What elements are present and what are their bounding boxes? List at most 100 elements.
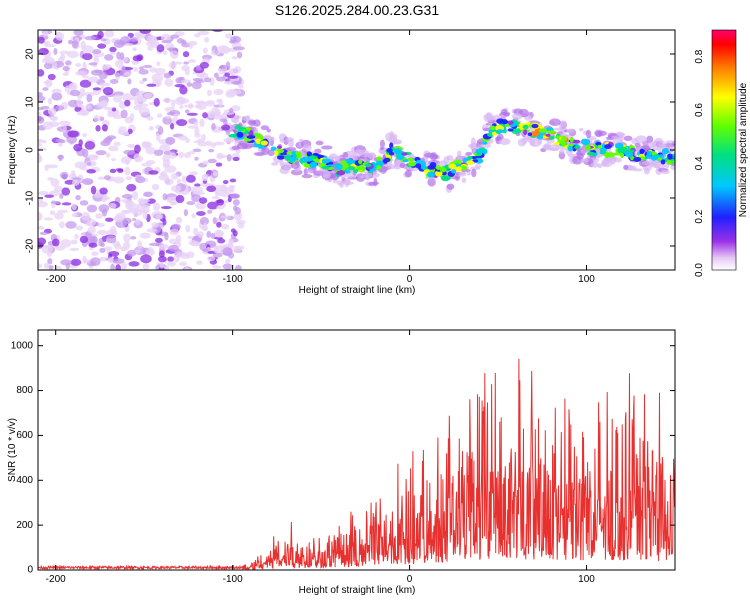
spectrogram-noise-cell: [162, 158, 171, 167]
spectrogram-halo-cell: [590, 161, 600, 168]
spectrogram-ridge-cell: [661, 148, 669, 155]
spectrogram-noise-cell: [224, 258, 231, 264]
spectrogram-noise-cell: [59, 193, 64, 199]
spectrogram-noise-cell: [85, 104, 92, 110]
spectrogram-noise-cell: [51, 88, 62, 94]
spectrogram-noise-cell: [173, 113, 179, 118]
spectrogram-noise-cell: [152, 202, 161, 211]
spectrogram-noise-cell: [114, 60, 124, 68]
spectrogram-noise-cell: [199, 72, 209, 80]
spectrogram-noise-cell: [212, 30, 223, 33]
spectrogram-halo-cell: [253, 152, 265, 156]
spectrogram-noise-cell: [147, 45, 154, 51]
spectrogram-noise-cell: [202, 248, 209, 253]
spectrogram-noise-cell: [206, 230, 212, 238]
spectrogram-noise-cell: [211, 107, 219, 115]
spectrogram-ridge-cell: [496, 129, 504, 133]
spectrogram-noise-cell: [212, 171, 219, 177]
spectrogram-halo-cell: [616, 132, 626, 137]
spectrogram-noise-cell: [151, 221, 159, 228]
spectrogram-noise-cell: [208, 148, 215, 153]
spectrogram-ridge-cell: [270, 146, 277, 151]
spectrogram-noise-cell: [105, 152, 111, 158]
spectrogram-noise-cell: [204, 77, 212, 83]
spectrogram-ridge-cell: [358, 159, 363, 165]
spectrogram-noise-cell: [188, 59, 196, 64]
spectrogram-noise-cell: [158, 243, 169, 250]
spectrogram-noise-cell: [188, 239, 198, 246]
spectrogram-noise-cell: [54, 212, 64, 220]
spectrogram-noise-cell: [91, 49, 102, 55]
spectrogram-noise-cell: [170, 99, 176, 108]
spectrogram-noise-cell: [38, 237, 47, 246]
spectrogram-ridge-cell: [667, 153, 673, 160]
spectrogram-noise-cell: [213, 88, 224, 96]
spectrogram-halo-cell: [634, 142, 641, 148]
spectrogram-noise-cell: [43, 217, 54, 221]
spectrogram-noise-cell: [154, 81, 162, 86]
spectrogram-halo-cell: [566, 128, 575, 134]
spectrogram-noise-cell: [164, 178, 174, 186]
spectrogram-noise-cell: [46, 164, 59, 169]
spectrogram-noise-cell: [170, 50, 179, 59]
spectrogram-noise-cell: [103, 175, 111, 181]
spectrogram-halo-cell: [576, 150, 586, 157]
spectrogram-noise-cell: [202, 222, 208, 230]
spectrogram-noise-cell: [98, 71, 108, 80]
spectrogram-halo-cell: [260, 125, 269, 131]
snr-xtick-label: -200: [46, 574, 66, 585]
spectrogram-ridge-cell: [310, 161, 318, 168]
spectrogram-noise-cell: [212, 216, 217, 225]
spectrogram-halo-cell: [658, 144, 667, 149]
spectrogram-noise-cell: [169, 228, 180, 236]
spectrogram-ridge-cell: [383, 157, 391, 163]
spectrogram-halo-cell: [580, 158, 589, 163]
spectrogram-xlabel: Height of straight line (km): [299, 285, 416, 296]
spectrogram-noise-cell: [71, 203, 77, 211]
spectrogram-noise-cell: [109, 79, 119, 84]
spectrogram-noise-cell: [234, 265, 242, 270]
spectrogram-noise-cell: [194, 33, 201, 38]
spectrogram-ridge-cell: [257, 145, 266, 149]
spectrogram-noise-cell: [120, 109, 128, 119]
spectrogram-ridge-cell: [408, 161, 416, 167]
spectrogram-noise-cell: [153, 149, 164, 156]
spectrogram-noise-cell: [162, 98, 172, 103]
spectrogram-noise-cell: [143, 191, 153, 197]
spectrogram-noise-cell: [185, 137, 190, 144]
spectrogram-ridge-cell: [507, 128, 514, 132]
spectrogram-noise-cell: [159, 144, 171, 153]
snr-xlabel: Height of straight line (km): [299, 585, 416, 596]
spectrogram-ridge-cell: [633, 156, 642, 162]
spectrogram-noise-cell: [38, 116, 45, 124]
spectrogram-noise-cell: [197, 141, 208, 147]
spectrogram-ridge-cell: [347, 166, 356, 171]
spectrogram-noise-cell: [198, 197, 208, 204]
spectrogram-halo-cell: [342, 151, 349, 158]
spectrogram-noise-cell: [232, 205, 238, 211]
spectrogram-noise-cell: [95, 213, 103, 219]
spectrogram-ridge-cell: [343, 163, 349, 169]
spectrogram-noise-cell: [183, 61, 189, 65]
spectrogram-noise-cell: [229, 107, 234, 114]
spectrogram-ridge-cell: [451, 169, 457, 174]
spectrogram-noise-cell: [68, 83, 76, 90]
spectrogram-ridge-cell: [420, 163, 426, 170]
spectrogram-noise-cell: [39, 231, 48, 236]
spectrogram-noise-cell: [130, 236, 137, 240]
spectrogram-halo-cell: [558, 120, 568, 130]
spectrogram-noise-cell: [153, 97, 160, 107]
spectrogram-noise-cell: [149, 67, 158, 73]
spectrogram-noise-cell: [53, 48, 58, 55]
spectrogram-halo-cell: [466, 171, 471, 176]
spectrogram-noise-cell: [145, 146, 157, 155]
spectrogram-noise-cell: [68, 39, 73, 45]
colorbar-label: Normalized spectral amplitude: [738, 82, 749, 217]
spectrogram-noise-cell: [43, 40, 51, 45]
spectrogram-halo-cell: [646, 135, 654, 144]
spectrogram-noise-cell: [134, 249, 141, 254]
spectrogram-noise-cell: [71, 213, 79, 218]
spectrogram-noise-cell: [216, 205, 225, 210]
spectrogram-ridge-cell: [530, 130, 540, 137]
